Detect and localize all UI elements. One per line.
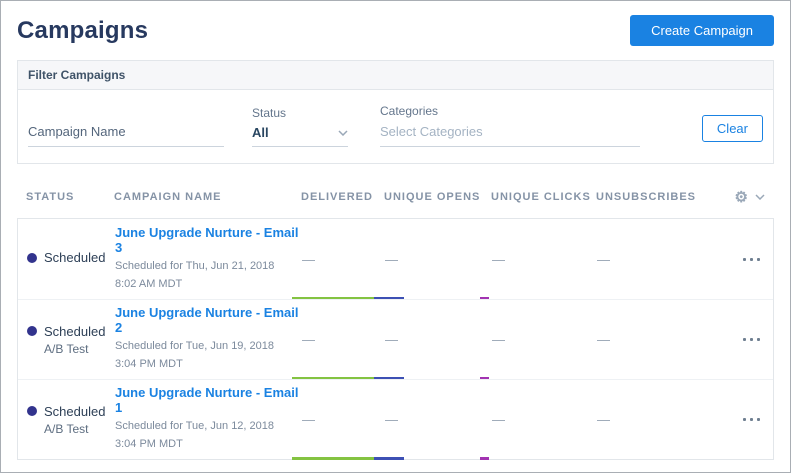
campaign-name-field [28,120,224,147]
categories-input[interactable] [380,120,640,147]
status-cell: Scheduled A/B Test [27,404,115,436]
metric-unique-clicks: — [492,412,597,427]
metric-delivered: — [302,412,385,427]
clear-button[interactable]: Clear [702,115,763,142]
campaign-cell: June Upgrade Nurture - Email 3 Scheduled… [115,225,302,293]
metric-unique-opens: — [385,252,492,267]
status-dot [27,406,37,416]
create-campaign-button[interactable]: Create Campaign [630,15,774,46]
status-label: Scheduled [44,324,105,339]
metric-unsubscribes: — [597,332,717,347]
metric-unique-clicks: — [492,332,597,347]
categories-field: Categories [380,104,640,147]
status-select[interactable]: All [252,122,348,147]
status-cell: Scheduled [27,250,115,268]
filter-title: Filter Campaigns [18,61,773,90]
filter-card: Filter Campaigns Status All Categories C… [17,60,774,164]
campaign-link[interactable]: June Upgrade Nurture - Email 2 [115,305,302,335]
campaign-cell: June Upgrade Nurture - Email 2 Scheduled… [115,305,302,373]
column-header-status: STATUS [26,191,114,203]
row-actions-menu[interactable] [743,334,760,345]
status-field-label: Status [252,106,348,120]
column-header-unique-clicks: UNIQUE CLICKS [491,191,596,203]
row-metric-bars [18,457,773,460]
column-settings-button[interactable]: ⚙ [716,190,765,205]
status-field: Status All [252,106,348,147]
page-title: Campaigns [17,17,148,45]
metric-unsubscribes: — [597,252,717,267]
campaign-link[interactable]: June Upgrade Nurture - Email 1 [115,385,302,415]
top-bar: Campaigns Create Campaign [17,15,774,46]
column-header-delivered: DELIVERED [301,191,384,203]
filter-body: Status All Categories Clear [18,90,773,163]
gear-icon: ⚙ [735,190,749,205]
categories-field-label: Categories [380,104,640,118]
table-header-row: STATUS CAMPAIGN NAME DELIVERED UNIQUE OP… [17,184,774,210]
column-header-unsubscribes: UNSUBSCRIBES [596,191,716,203]
status-cell: Scheduled A/B Test [27,324,115,356]
table-row: Scheduled A/B Test June Upgrade Nurture … [18,299,773,379]
clicks-bar [480,457,489,460]
status-sub-label: A/B Test [44,342,115,356]
row-actions-menu[interactable] [743,254,760,265]
status-select-value: All [252,125,269,140]
metric-delivered: — [302,252,385,267]
metric-unique-opens: — [385,332,492,347]
status-label: Scheduled [44,250,105,265]
campaign-cell: June Upgrade Nurture - Email 1 Scheduled… [115,385,302,453]
column-header-campaign-name: CAMPAIGN NAME [114,191,301,203]
table-row: Scheduled June Upgrade Nurture - Email 3… [18,219,773,299]
metric-unique-clicks: — [492,252,597,267]
status-dot [27,326,37,336]
campaign-subtitle: Scheduled for Tue, Jun 12, 2018 3:04 PM … [115,418,302,453]
campaign-name-input[interactable] [28,120,224,147]
column-header-unique-opens: UNIQUE OPENS [384,191,491,203]
campaigns-table: Scheduled June Upgrade Nurture - Email 3… [17,218,774,460]
campaign-subtitle: Scheduled for Thu, Jun 21, 2018 8:02 AM … [115,258,302,293]
status-sub-label: A/B Test [44,422,115,436]
status-dot [27,253,37,263]
status-label: Scheduled [44,404,105,419]
metric-delivered: — [302,332,385,347]
opens-bar [374,457,404,460]
metric-unsubscribes: — [597,412,717,427]
chevron-down-icon [338,130,348,136]
table-row: Scheduled A/B Test June Upgrade Nurture … [18,379,773,459]
campaign-subtitle: Scheduled for Tue, Jun 19, 2018 3:04 PM … [115,338,302,373]
chevron-down-icon [755,194,765,200]
row-actions-menu[interactable] [743,414,760,425]
campaign-link[interactable]: June Upgrade Nurture - Email 3 [115,225,302,255]
metric-unique-opens: — [385,412,492,427]
delivered-bar [292,457,374,460]
